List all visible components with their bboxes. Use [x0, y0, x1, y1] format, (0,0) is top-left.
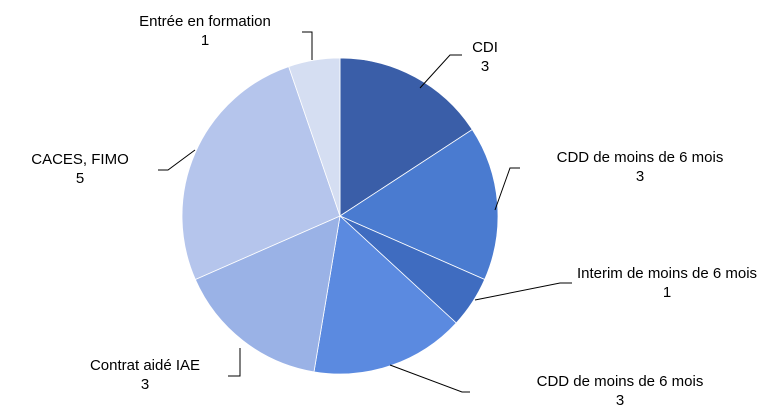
category-label: CACES, FIMO — [31, 151, 129, 168]
data-label: CDI 3 — [435, 38, 535, 76]
value-label: 3 — [480, 58, 490, 75]
leader-lines — [158, 31, 572, 393]
data-label: CACES, FIMO 5 — [0, 150, 160, 188]
category-label: Entrée en formation — [139, 13, 271, 30]
category-label: CDD de moins de 6 mois — [556, 149, 724, 166]
value-label: 1 — [200, 32, 210, 49]
leader-line — [389, 364, 470, 393]
leader-line — [474, 282, 572, 301]
leader-line — [228, 348, 241, 377]
data-label: CDD de moins de 6 mois 3 — [530, 148, 750, 186]
value-label: 3 — [635, 168, 645, 185]
leader-line — [419, 54, 462, 89]
value-label: 1 — [662, 284, 672, 301]
value-label: 5 — [75, 170, 85, 187]
pie-slice — [181, 66, 341, 280]
leader-line — [158, 149, 196, 171]
pie-slice — [339, 57, 473, 217]
pie-slice — [194, 215, 341, 373]
value-label: 3 — [140, 376, 150, 393]
data-label: CDD de moins de 6 mois 3 — [470, 372, 762, 410]
pie-slice — [288, 57, 341, 217]
category-label: CDD de moins de 6 mois — [536, 373, 704, 390]
category-label: Contrat aidé IAE — [89, 357, 201, 374]
value-label: 3 — [615, 392, 625, 409]
leader-line — [494, 167, 520, 211]
category-label: CDI — [472, 39, 498, 56]
leader-line — [302, 31, 313, 60]
data-label: Interim de moins de 6 mois 1 — [572, 264, 762, 302]
data-label: Entrée en formation 1 — [95, 12, 315, 50]
data-label: Contrat aidé IAE 3 — [50, 356, 240, 394]
category-label: Interim de moins de 6 mois — [576, 265, 758, 282]
pie — [181, 57, 499, 375]
